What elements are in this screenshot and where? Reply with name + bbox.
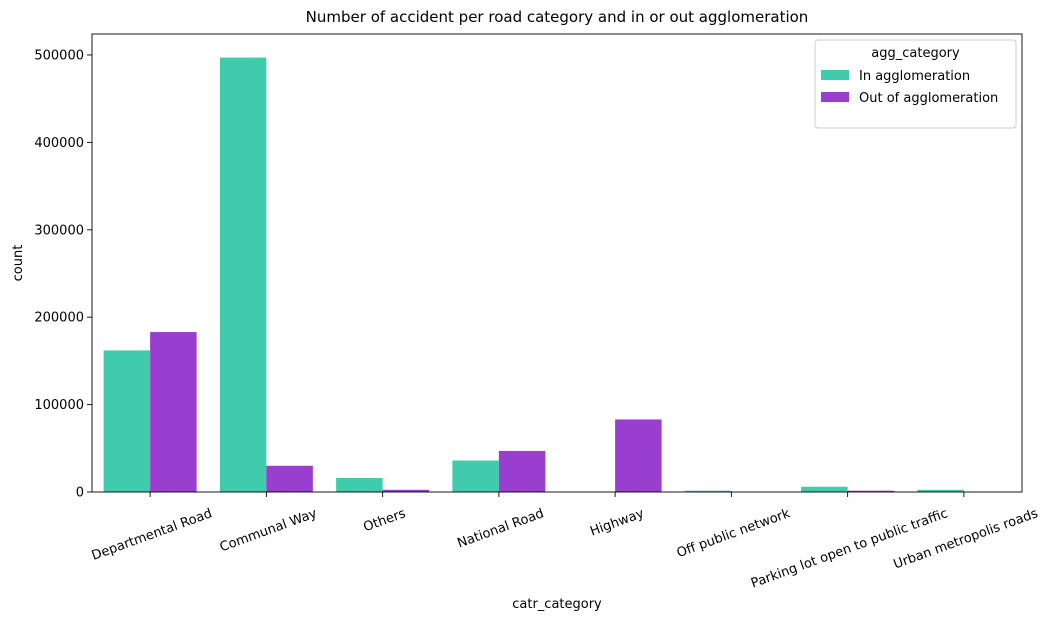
bar-highway-out-of-agglomeration [615, 419, 662, 492]
bar-national-road-in-agglomeration [452, 460, 499, 492]
x-axis-title: catr_category [512, 597, 602, 612]
legend-box [814, 39, 1017, 129]
bar-departmental-road-out-of-agglomeration [150, 332, 197, 492]
y-tick-label: 300000 [34, 223, 84, 238]
bar-others-in-agglomeration [336, 478, 383, 492]
x-tick-label: Communal Way [218, 506, 319, 555]
bar-national-road-out-of-agglomeration [498, 450, 546, 492]
legend-label: In agglomeration [859, 69, 970, 84]
legend-swatch [821, 92, 849, 102]
bar-communal-way-in-agglomeration [219, 57, 267, 492]
bar-communal-way-out-of-agglomeration [266, 465, 313, 492]
x-tick-label: Off public network [675, 506, 793, 561]
x-tick-label: Urban metropolis roads [892, 506, 1041, 572]
y-tick-label: 500000 [34, 48, 84, 63]
x-tick-label: Departmental Road [90, 506, 214, 564]
legend-title: agg_category [871, 46, 960, 61]
y-axis: 0 100000 200000 300000 400000 500000 [34, 48, 92, 501]
plot-frame [91, 33, 1023, 493]
bar-off-public-network-in-agglomeration [684, 490, 732, 492]
bar-departmental-road-in-agglomeration [103, 350, 151, 492]
x-tick-label: Highway [588, 506, 646, 539]
legend: agg_category In agglomeration Out of aggl… [814, 39, 1017, 129]
y-tick-label: 200000 [34, 311, 84, 326]
y-axis-title: count [11, 245, 26, 282]
legend-label: Out of agglomeration [859, 91, 998, 106]
y-tick-label: 0 [76, 486, 84, 501]
x-tick-label: Others [362, 506, 408, 535]
bar-urban-metropolis-roads-in-agglomeration [917, 489, 964, 492]
bars-group [103, 57, 964, 492]
x-tick-label: National Road [455, 506, 546, 551]
y-tick-label: 400000 [34, 136, 84, 151]
chart-title: Number of accident per road category and… [306, 8, 809, 26]
bar-others-out-of-agglomeration [382, 489, 430, 492]
y-tick-label: 100000 [34, 398, 84, 413]
x-axis: Departmental Road Communal Way Others Natio… [90, 492, 1041, 592]
bar-parking-lot-open-to-public-traffic-in-agglomeration [801, 486, 848, 492]
bar-parking-lot-open-to-public-traffic-out-of-agglomeration [847, 490, 895, 492]
legend-swatch [821, 70, 849, 80]
